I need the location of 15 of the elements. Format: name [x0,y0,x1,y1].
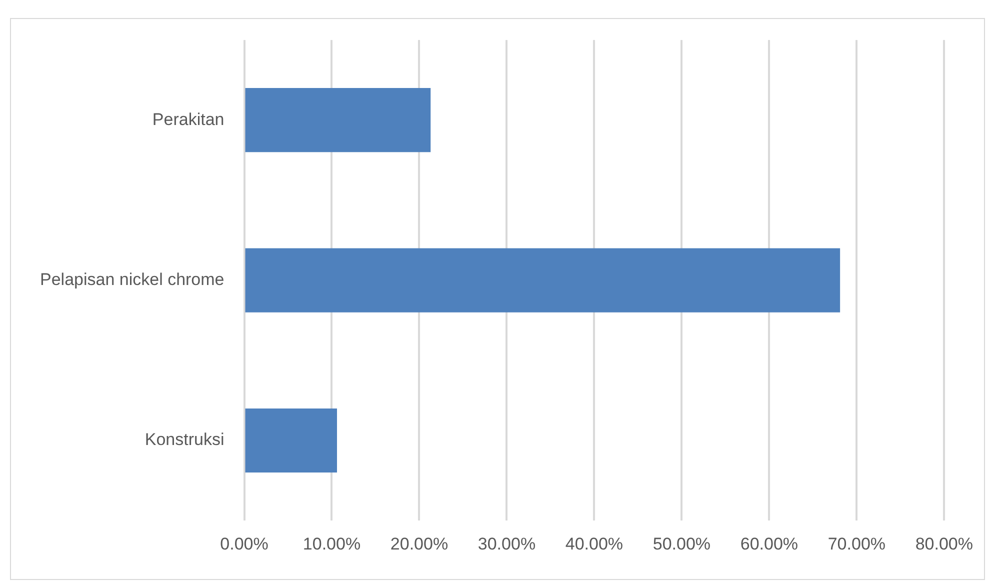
x-tick-label: 0.00% [220,534,268,554]
x-tick-label: 20.00% [390,534,448,554]
bar [245,408,337,473]
y-tick-label: Pelapisan nickel chrome [40,270,224,289]
y-tick-label: Perakitan [152,110,224,129]
x-tick-label: 60.00% [740,534,798,554]
x-tick-label: 10.00% [302,534,361,554]
x-tick-label: 70.00% [828,534,886,554]
bar [245,88,431,152]
x-tick-label: 30.00% [478,534,536,554]
x-tick-label: 40.00% [565,534,624,554]
bar [245,248,840,312]
y-tick-label: Konstruksi [144,430,224,450]
x-tick-label: 50.00% [652,534,711,554]
x-tick-label: 80.00% [915,534,974,554]
